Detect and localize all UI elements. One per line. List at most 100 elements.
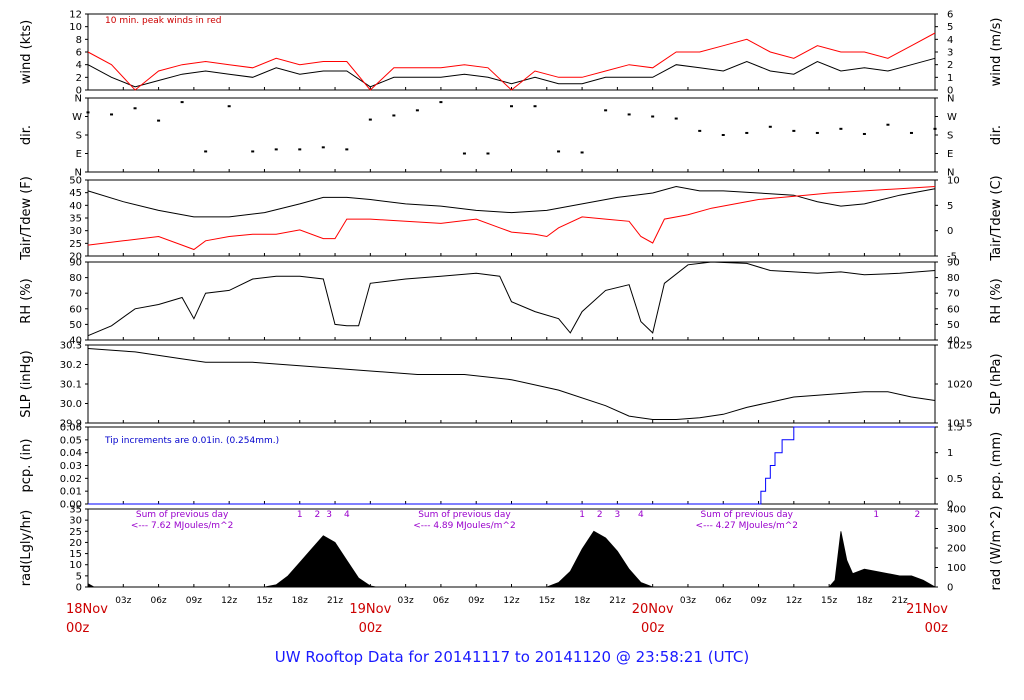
x-minor-label: 12z bbox=[221, 596, 237, 606]
series-dot bbox=[745, 131, 749, 134]
x-major-day: 21Nov bbox=[906, 602, 948, 617]
right-tick-label: S bbox=[947, 131, 953, 142]
ylabel-right: Tair/Tdew (C) bbox=[989, 175, 1004, 261]
x-major-day: 20Nov bbox=[632, 602, 674, 617]
right-tick-label: 10 bbox=[947, 176, 960, 187]
left-tick-label: 4 bbox=[76, 60, 82, 71]
series-dot bbox=[86, 111, 90, 114]
series-line-Tair bbox=[87, 185, 936, 218]
left-tick-label: 6 bbox=[76, 48, 82, 59]
left-tick-label: 80 bbox=[69, 273, 82, 284]
x-major-time: 00z bbox=[66, 621, 90, 636]
left-tick-label: 30.0 bbox=[60, 399, 82, 410]
series-dot bbox=[321, 146, 325, 149]
right-tick-label: 2 bbox=[947, 60, 953, 71]
x-minor-label: 15z bbox=[256, 596, 272, 606]
left-tick-label: E bbox=[76, 149, 82, 160]
x-minor-label: 03z bbox=[115, 596, 131, 606]
left-tick-label: 50 bbox=[69, 320, 82, 331]
right-tick-label: 300 bbox=[947, 524, 966, 535]
series-dot bbox=[604, 109, 608, 112]
x-minor-label: 21z bbox=[327, 596, 343, 606]
left-tick-label: 40 bbox=[69, 201, 82, 212]
series-dot bbox=[698, 129, 702, 132]
right-tick-label: 3 bbox=[947, 48, 953, 59]
ylabel-left: wind (kts) bbox=[19, 20, 34, 84]
left-tick-label: 40 bbox=[69, 336, 82, 347]
right-tick-label: E bbox=[947, 149, 953, 160]
right-tick-label: W bbox=[947, 112, 957, 123]
ylabel-right: pcp. (mm) bbox=[989, 432, 1004, 499]
series-dot bbox=[110, 113, 114, 116]
series-dot bbox=[368, 118, 372, 121]
right-tick-label: 80 bbox=[947, 273, 960, 284]
left-tick-label: 0 bbox=[76, 583, 82, 594]
series-dot bbox=[792, 129, 796, 132]
x-minor-label: 18z bbox=[292, 596, 308, 606]
x-major-time: 00z bbox=[925, 621, 949, 636]
right-tick-label: N bbox=[947, 94, 954, 105]
right-tick-label: 5 bbox=[947, 22, 953, 33]
right-tick-label: 0.5 bbox=[947, 474, 963, 485]
panel-frame bbox=[87, 344, 936, 424]
series-dot bbox=[392, 114, 396, 117]
right-tick-label: 5 bbox=[947, 201, 953, 212]
rad-marker: 1 bbox=[297, 510, 303, 520]
rad-sum-label: Sum of previous day bbox=[701, 510, 794, 520]
right-tick-label: 50 bbox=[947, 320, 960, 331]
right-tick-label: 0 bbox=[947, 226, 953, 237]
x-minor-label: 12z bbox=[503, 596, 519, 606]
rad-sum-label: <--- 4.27 MJoules/m^2 bbox=[696, 521, 798, 531]
series-line-accumulated-precipitation bbox=[88, 426, 935, 505]
rad-marker: 2 bbox=[914, 510, 920, 520]
left-tick-label: W bbox=[72, 112, 82, 123]
series-dot bbox=[204, 150, 208, 153]
series-dot bbox=[510, 105, 513, 108]
series-dot bbox=[580, 151, 584, 154]
right-tick-label: 70 bbox=[947, 289, 960, 300]
left-tick-label: 50 bbox=[69, 176, 82, 187]
series-dot bbox=[862, 132, 866, 135]
left-tick-label: 60 bbox=[69, 304, 82, 315]
series-dot bbox=[768, 125, 772, 128]
rad-marker: 1 bbox=[579, 510, 585, 520]
right-tick-label: 1 bbox=[947, 73, 953, 84]
left-tick-label: 35 bbox=[69, 214, 82, 225]
right-tick-label: 200 bbox=[947, 544, 966, 555]
left-tick-label: 0.04 bbox=[60, 448, 82, 459]
left-tick-label: 35 bbox=[69, 505, 82, 516]
rad-marker: 2 bbox=[597, 510, 603, 520]
x-minor-label: 18z bbox=[574, 596, 590, 606]
left-tick-label: 0.02 bbox=[60, 474, 82, 485]
left-tick-label: 10 bbox=[69, 560, 82, 571]
rad-sum-label: <--- 7.62 MJoules/m^2 bbox=[131, 521, 233, 531]
left-tick-label: S bbox=[76, 131, 82, 142]
right-tick-label: 1015 bbox=[947, 419, 972, 430]
series-line-SLP bbox=[87, 348, 936, 420]
right-tick-label: 400 bbox=[947, 505, 966, 516]
wind-annotation: 10 min. peak winds in red bbox=[105, 16, 222, 26]
x-minor-label: 09z bbox=[186, 596, 202, 606]
right-tick-label: 0 bbox=[947, 86, 953, 97]
series-dot bbox=[157, 119, 161, 122]
x-minor-label: 09z bbox=[750, 596, 766, 606]
rad-marker: 2 bbox=[315, 510, 321, 520]
left-tick-label: 0.01 bbox=[60, 487, 82, 498]
x-minor-label: 06z bbox=[150, 596, 166, 606]
series-dot bbox=[251, 150, 255, 153]
rad-marker: 4 bbox=[638, 510, 644, 520]
left-tick-label: 0.05 bbox=[60, 435, 82, 446]
series-dot bbox=[439, 101, 443, 104]
series-area-solar-radiation bbox=[87, 530, 937, 588]
x-major-day: 18Nov bbox=[66, 602, 108, 617]
x-minor-label: 18z bbox=[856, 596, 872, 606]
ylabel-right: rad (W/m^2) bbox=[989, 506, 1004, 591]
panel-rh: 40 50 60 70 80 90 40 50 60 70 80 90 RH (%) RH (%) bbox=[19, 258, 1004, 347]
right-tick-label: 4 bbox=[947, 35, 953, 46]
rad-marker: 4 bbox=[344, 510, 350, 520]
left-tick-label: 29.9 bbox=[60, 419, 82, 430]
series-dot bbox=[721, 134, 725, 136]
right-tick-label: 1025 bbox=[947, 341, 972, 352]
ylabel-left: SLP (inHg) bbox=[19, 350, 34, 418]
